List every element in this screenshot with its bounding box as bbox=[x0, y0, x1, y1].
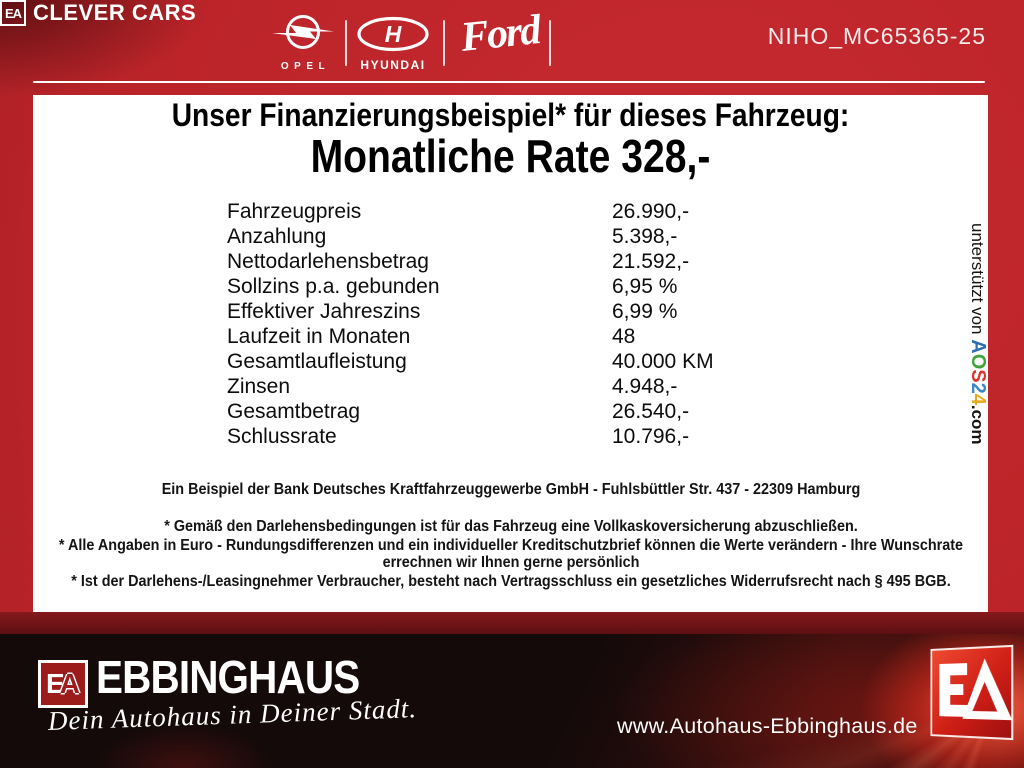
dealer-wordmark: EBBINGHAUS bbox=[96, 651, 360, 703]
table-row: Zinsen 4.948,- bbox=[227, 374, 867, 399]
row-value: 4.948,- bbox=[612, 375, 678, 398]
row-value: 10.796,- bbox=[612, 425, 690, 448]
monthly-rate-title: Monatliche Rate 328,- bbox=[310, 130, 711, 182]
hyundai-logo: H HYUNDAI bbox=[352, 16, 434, 72]
table-row: Gesamtlaufleistung 40.000 KM bbox=[227, 349, 867, 374]
table-row: Nettodarlehensbetrag 21.592,- bbox=[227, 249, 867, 274]
opel-blitz-icon bbox=[272, 15, 334, 49]
row-label: Sollzins p.a. gebunden bbox=[227, 275, 440, 298]
disclaimer-paragraph: * Alle Angaben in Euro - Rundungsdiffere… bbox=[58, 536, 963, 572]
dealer-ea-badge: E A bbox=[38, 660, 88, 708]
support-prefix: unterstützt von bbox=[968, 223, 987, 340]
row-label: Laufzeit in Monaten bbox=[227, 325, 411, 348]
disclaimer-paragraph: * Gemäß den Darlehensbedingungen ist für… bbox=[163, 518, 858, 535]
table-row: Gesamtbetrag 26.540,- bbox=[227, 399, 867, 424]
ford-script-logo: Ford bbox=[458, 7, 542, 61]
table-row: Laufzeit in Monaten 48 bbox=[227, 324, 867, 349]
badge-letter-a: A bbox=[59, 668, 80, 699]
footer-red-band bbox=[0, 612, 1024, 634]
header-bar: OPEL H HYUNDAI Ford EA CLEVER CARS NIHO_… bbox=[0, 0, 1024, 82]
brand-divider bbox=[443, 20, 445, 66]
table-row: Schlussrate 10.796,- bbox=[227, 424, 867, 449]
hyundai-monogram: H bbox=[385, 21, 402, 47]
finance-panel: Unser Finanzierungsbeispiel* für dieses … bbox=[33, 95, 988, 612]
support-vertical-text: unterstützt von AOS24.com bbox=[961, 223, 995, 503]
row-value: 6,99 % bbox=[612, 300, 678, 323]
table-row: Fahrzeugpreis 26.990,- bbox=[227, 199, 867, 224]
row-label: Effektiver Jahreszins bbox=[227, 300, 421, 323]
hyundai-wordmark: HYUNDAI bbox=[360, 58, 426, 72]
brand-divider bbox=[345, 20, 347, 66]
row-label: Gesamtlaufleistung bbox=[227, 350, 407, 373]
footer-bar: E A EBBINGHAUS Dein Autohaus in Deiner S… bbox=[0, 634, 1024, 768]
row-label: Fahrzeugpreis bbox=[227, 200, 362, 223]
row-label: Schlussrate bbox=[227, 425, 337, 448]
row-value: 48 bbox=[612, 325, 636, 348]
aos24-letter: O bbox=[967, 353, 989, 370]
disclaimer-block: * Gemäß den Darlehensbedingungen ist für… bbox=[56, 518, 965, 591]
aos24-letter: S bbox=[967, 369, 989, 383]
row-value: 21.592,- bbox=[612, 250, 690, 273]
row-label: Nettodarlehensbetrag bbox=[227, 250, 429, 273]
row-label: Anzahlung bbox=[227, 225, 327, 248]
clevercars-wordmark: CLEVER CARS bbox=[33, 0, 197, 25]
finance-title: Unser Finanzierungsbeispiel* für dieses … bbox=[171, 97, 850, 133]
vehicle-ref-code: NIHO_MC65365-25 bbox=[767, 23, 986, 49]
aos24-letter: 4 bbox=[967, 393, 989, 405]
opel-logo: OPEL bbox=[268, 12, 338, 72]
aos24-letter: 2 bbox=[967, 382, 989, 394]
disclaimer-paragraph: * Ist der Darlehens-/Leasingnehmer Verbr… bbox=[70, 572, 951, 590]
row-value: 26.990,- bbox=[612, 200, 690, 223]
row-value: 40.000 KM bbox=[612, 350, 714, 373]
table-row: Effektiver Jahreszins 6,99 % bbox=[227, 299, 867, 324]
dealer-website: www.Autohaus-Ebbinghaus.de bbox=[617, 714, 918, 738]
badge-letter-e: E bbox=[46, 668, 65, 699]
hyundai-ellipse-icon: H bbox=[357, 16, 429, 52]
row-value: 26.540,- bbox=[612, 400, 690, 423]
table-row: Sollzins p.a. gebunden 6,95 % bbox=[227, 274, 867, 299]
clevercars-logo: EA CLEVER CARS bbox=[0, 0, 1024, 26]
row-label: Zinsen bbox=[227, 375, 291, 398]
row-value: 6,95 % bbox=[612, 275, 678, 298]
row-label: Gesamtbetrag bbox=[227, 400, 361, 423]
finance-table: Fahrzeugpreis 26.990,- Anzahlung 5.398,-… bbox=[227, 199, 867, 449]
row-value: 5.398,- bbox=[612, 225, 678, 248]
aos24-letter: A bbox=[967, 339, 989, 354]
ea-3d-logo bbox=[926, 637, 1019, 749]
table-row: Anzahlung 5.398,- bbox=[227, 224, 867, 249]
ea-chip-icon: EA bbox=[0, 0, 26, 26]
support-suffix: .com bbox=[968, 404, 987, 445]
bank-example-line: Ein Beispiel der Bank Deutsches Kraftfah… bbox=[161, 481, 860, 498]
opel-wordmark: OPEL bbox=[280, 61, 331, 72]
